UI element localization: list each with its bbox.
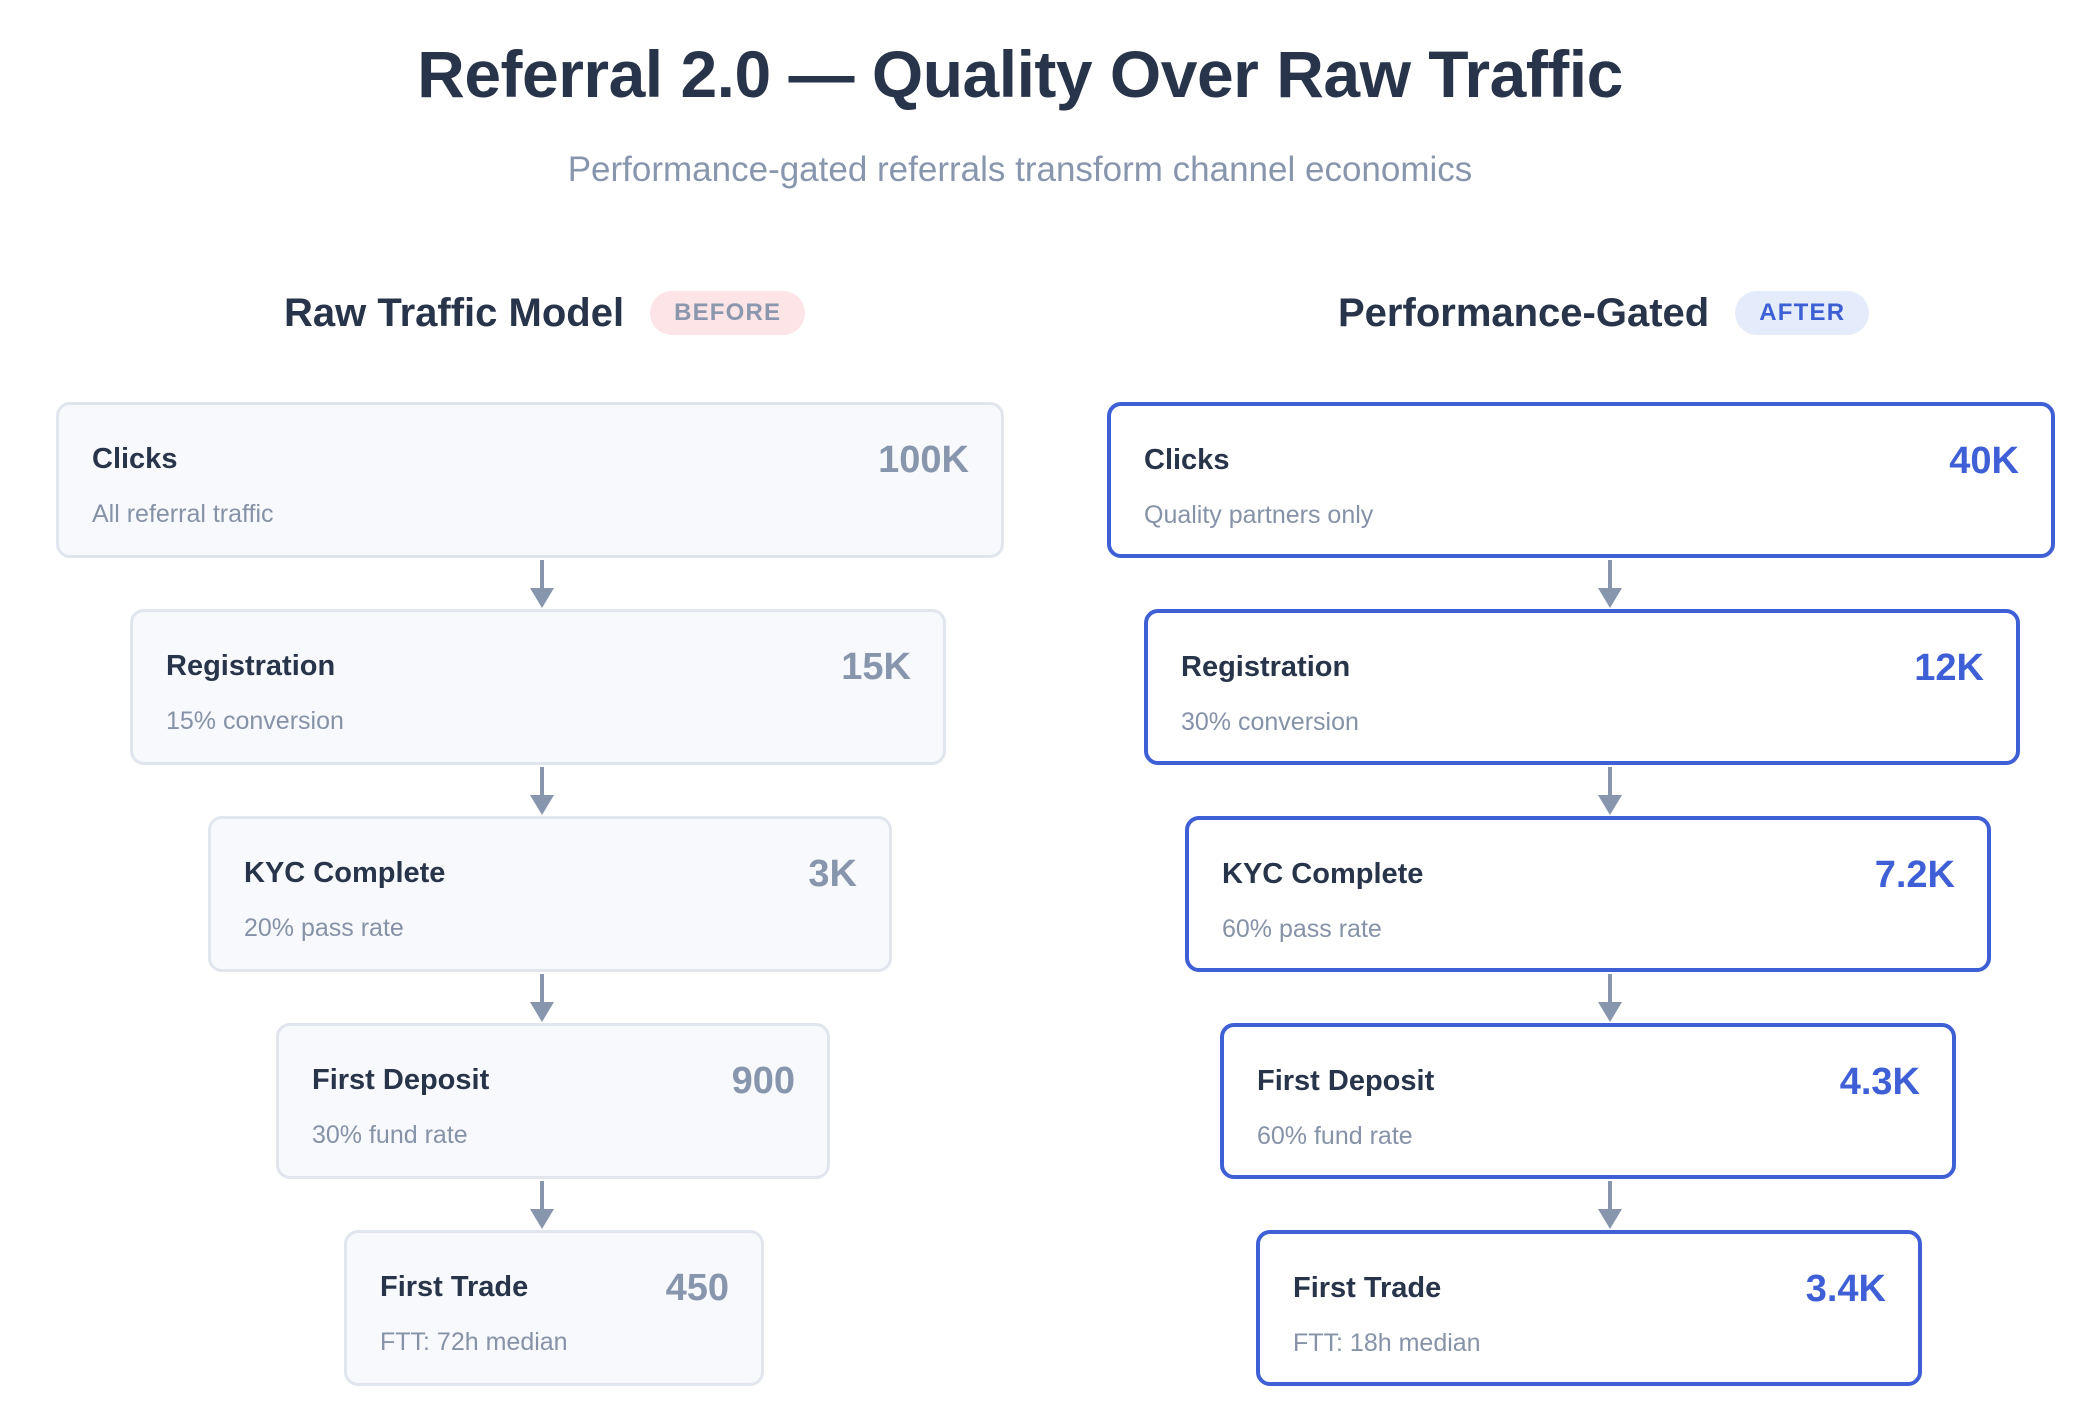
after-badge: AFTER [1735, 291, 1870, 335]
stage-description: 60% fund rate [1257, 1122, 1413, 1150]
stage-value: 450 [665, 1267, 729, 1309]
stage-name: First Deposit [1257, 1065, 1435, 1097]
flow-arrow-down-icon [530, 767, 554, 815]
stage-name: First Trade [1293, 1272, 1442, 1304]
before-stage-clicks: Clicks All referral traffic 100K [56, 402, 1004, 558]
flow-arrow-down-icon [1598, 1181, 1622, 1229]
stage-name: KYC Complete [1222, 858, 1424, 890]
stage-description: FTT: 18h median [1293, 1329, 1481, 1357]
stage-description: FTT: 72h median [380, 1328, 568, 1356]
stage-name: Registration [166, 650, 336, 682]
stage-name: Clicks [1144, 444, 1230, 476]
before-stage-kyc: KYC Complete 20% pass rate 3K [208, 816, 892, 972]
after-stage-clicks: Clicks Quality partners only 40K [1107, 402, 2055, 558]
before-badge: BEFORE [650, 291, 806, 335]
stage-value: 3K [808, 853, 857, 895]
flow-arrow-down-icon [1598, 767, 1622, 815]
stage-value: 12K [1914, 647, 1984, 689]
stage-description: Quality partners only [1144, 501, 1374, 529]
stage-description: 30% fund rate [312, 1121, 468, 1149]
before-column-title: Raw Traffic Model [284, 290, 625, 335]
before-stage-registration: Registration 15% conversion 15K [130, 609, 946, 765]
flow-arrow-down-icon [1598, 560, 1622, 608]
flow-arrow-down-icon [530, 1181, 554, 1229]
stage-value: 3.4K [1805, 1268, 1886, 1310]
after-stage-kyc: KYC Complete 60% pass rate 7.2K [1185, 816, 1991, 972]
stage-name: Clicks [92, 443, 178, 475]
page-subtitle: Performance-gated referrals transform ch… [567, 150, 1473, 189]
before-stage-first-deposit: First Deposit 30% fund rate 900 [276, 1023, 830, 1179]
stage-description: 15% conversion [166, 707, 344, 735]
stage-value: 100K [878, 439, 969, 481]
stage-description: All referral traffic [92, 500, 274, 528]
stage-name: First Trade [380, 1271, 529, 1303]
flow-arrow-down-icon [530, 974, 554, 1022]
stage-description: 20% pass rate [244, 914, 404, 942]
page-title: Referral 2.0 — Quality Over Raw Traffic [417, 37, 1623, 111]
stage-name: First Deposit [312, 1064, 490, 1096]
after-column-header: Performance-Gated AFTER [1338, 288, 1870, 338]
before-stage-first-trade: First Trade FTT: 72h median 450 [344, 1230, 764, 1386]
before-column-header: Raw Traffic Model BEFORE [284, 288, 806, 338]
after-column-title: Performance-Gated [1338, 290, 1710, 335]
after-stage-first-deposit: First Deposit 60% fund rate 4.3K [1220, 1023, 1956, 1179]
stage-value: 7.2K [1874, 854, 1955, 896]
after-stage-first-trade: First Trade FTT: 18h median 3.4K [1256, 1230, 1922, 1386]
after-stage-registration: Registration 30% conversion 12K [1144, 609, 2020, 765]
stage-value: 900 [731, 1060, 795, 1102]
stage-name: Registration [1181, 651, 1351, 683]
flow-arrow-down-icon [1598, 974, 1622, 1022]
stage-value: 15K [841, 646, 911, 688]
stage-value: 4.3K [1839, 1061, 1920, 1103]
stage-name: KYC Complete [244, 857, 446, 889]
stage-value: 40K [1949, 440, 2019, 482]
flow-arrow-down-icon [530, 560, 554, 608]
stage-description: 30% conversion [1181, 708, 1359, 736]
stage-description: 60% pass rate [1222, 915, 1382, 943]
